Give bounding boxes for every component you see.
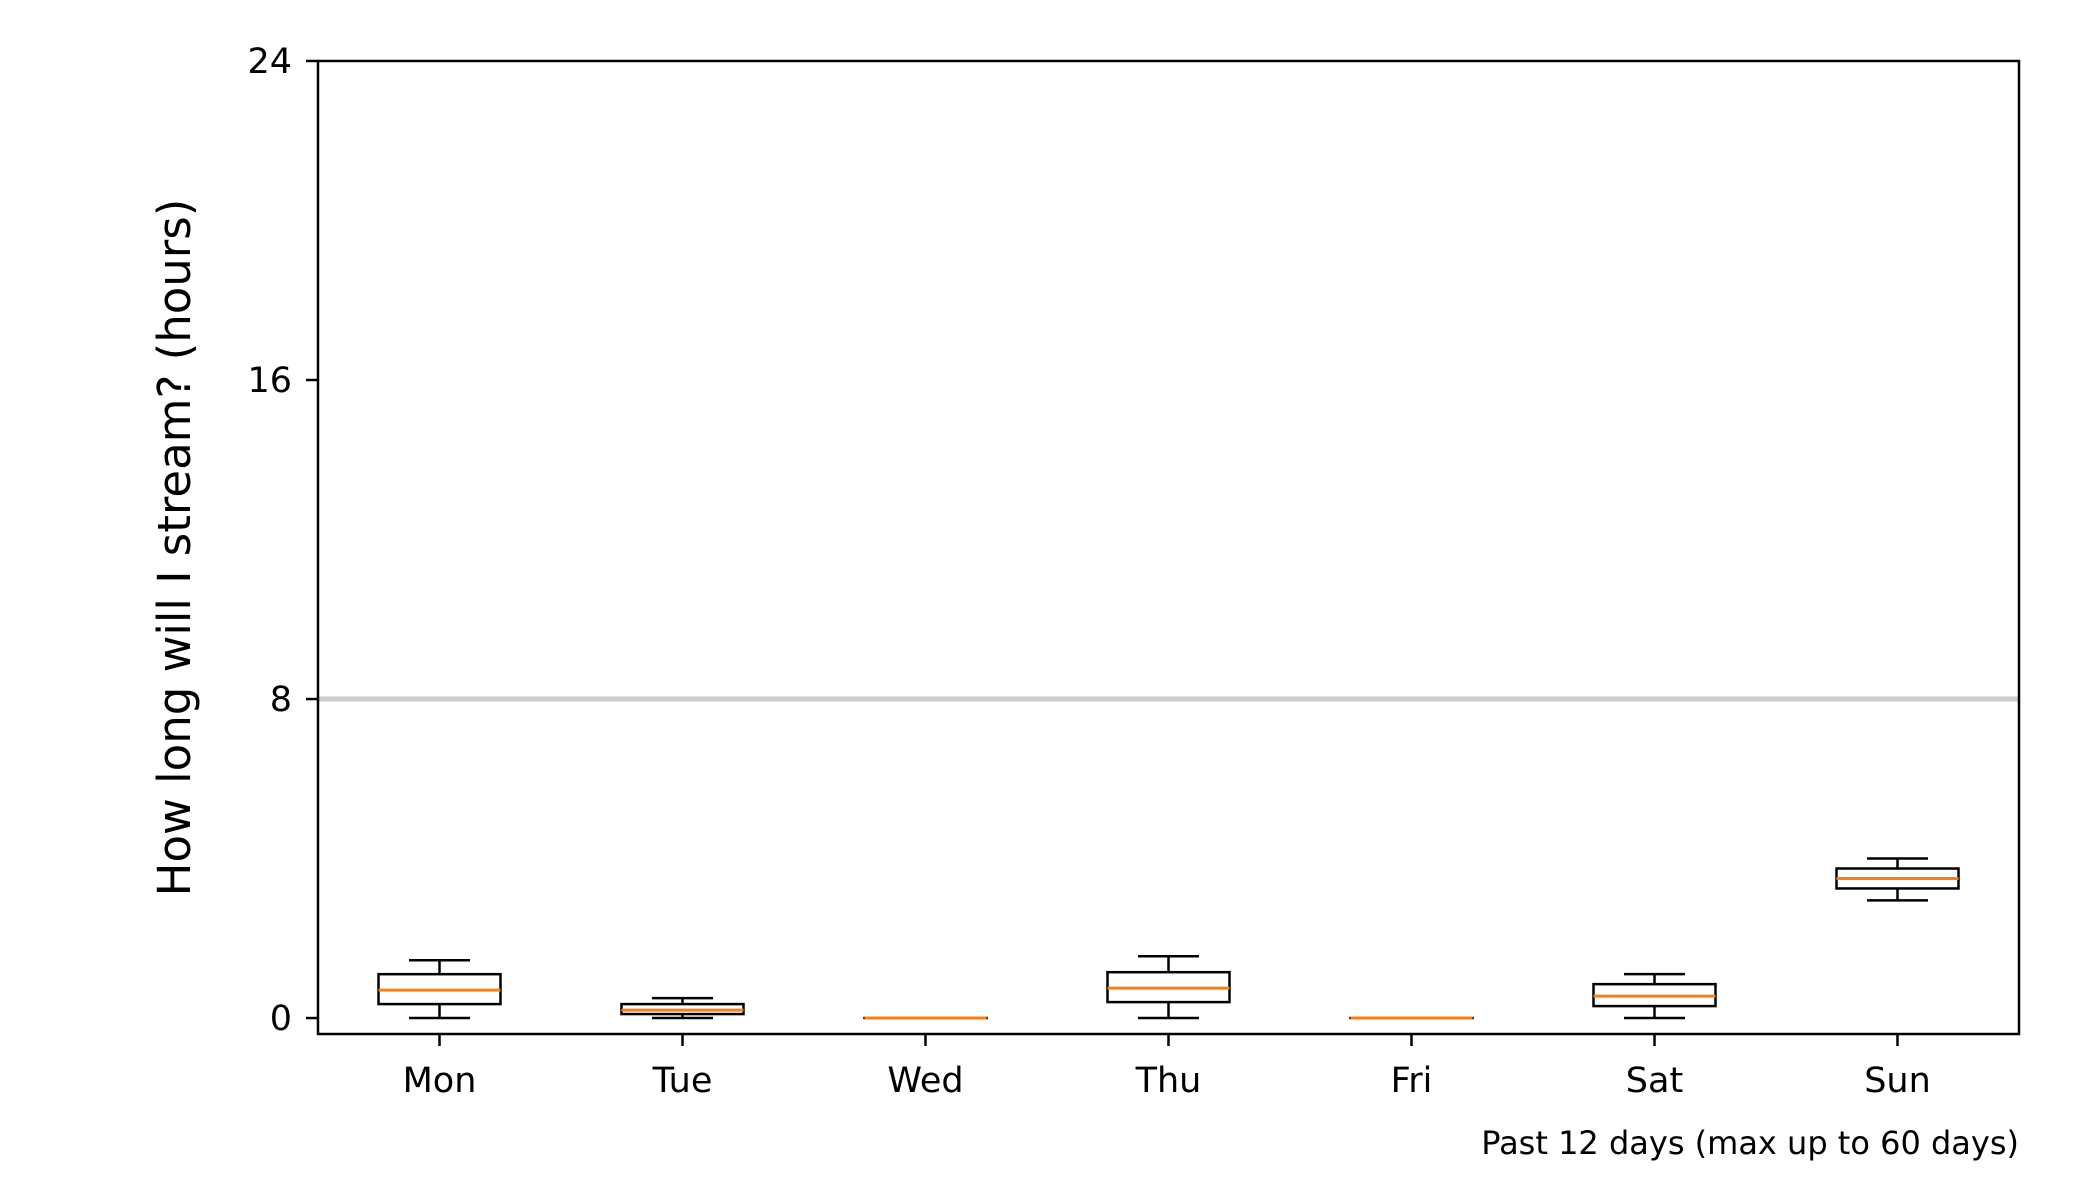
y-axis-label: How long will I stream? (hours) [148,199,201,897]
box-sat [1592,972,1717,1020]
x-axis: Mon Tue Wed Thu Fri Sat Sun [403,1034,1931,1101]
x-tick-label-sun: Sun [1864,1061,1931,1101]
box-tue [620,996,745,1020]
box-mon [377,958,502,1020]
data-window-note: Past 12 days (max up to 60 days) [1481,1124,2019,1162]
x-tick-label-tue: Tue [652,1061,713,1101]
plot-frame [316,59,2021,1036]
box-sun [1835,857,1960,902]
box-thu [1106,954,1231,1020]
y-tick-label: 0 [270,999,292,1039]
y-tick-label: 16 [247,361,292,401]
y-axis: 0 8 16 24 [247,42,318,1039]
x-tick-label-fri: Fri [1391,1061,1433,1101]
x-tick-label-wed: Wed [887,1061,963,1101]
y-tick-label: 24 [247,42,292,82]
x-tick-label-thu: Thu [1135,1061,1202,1101]
y-tick-label: 8 [270,680,292,720]
boxes-layer [377,857,1960,1020]
x-tick-label-sat: Sat [1626,1061,1683,1101]
x-tick-label-mon: Mon [403,1061,477,1101]
